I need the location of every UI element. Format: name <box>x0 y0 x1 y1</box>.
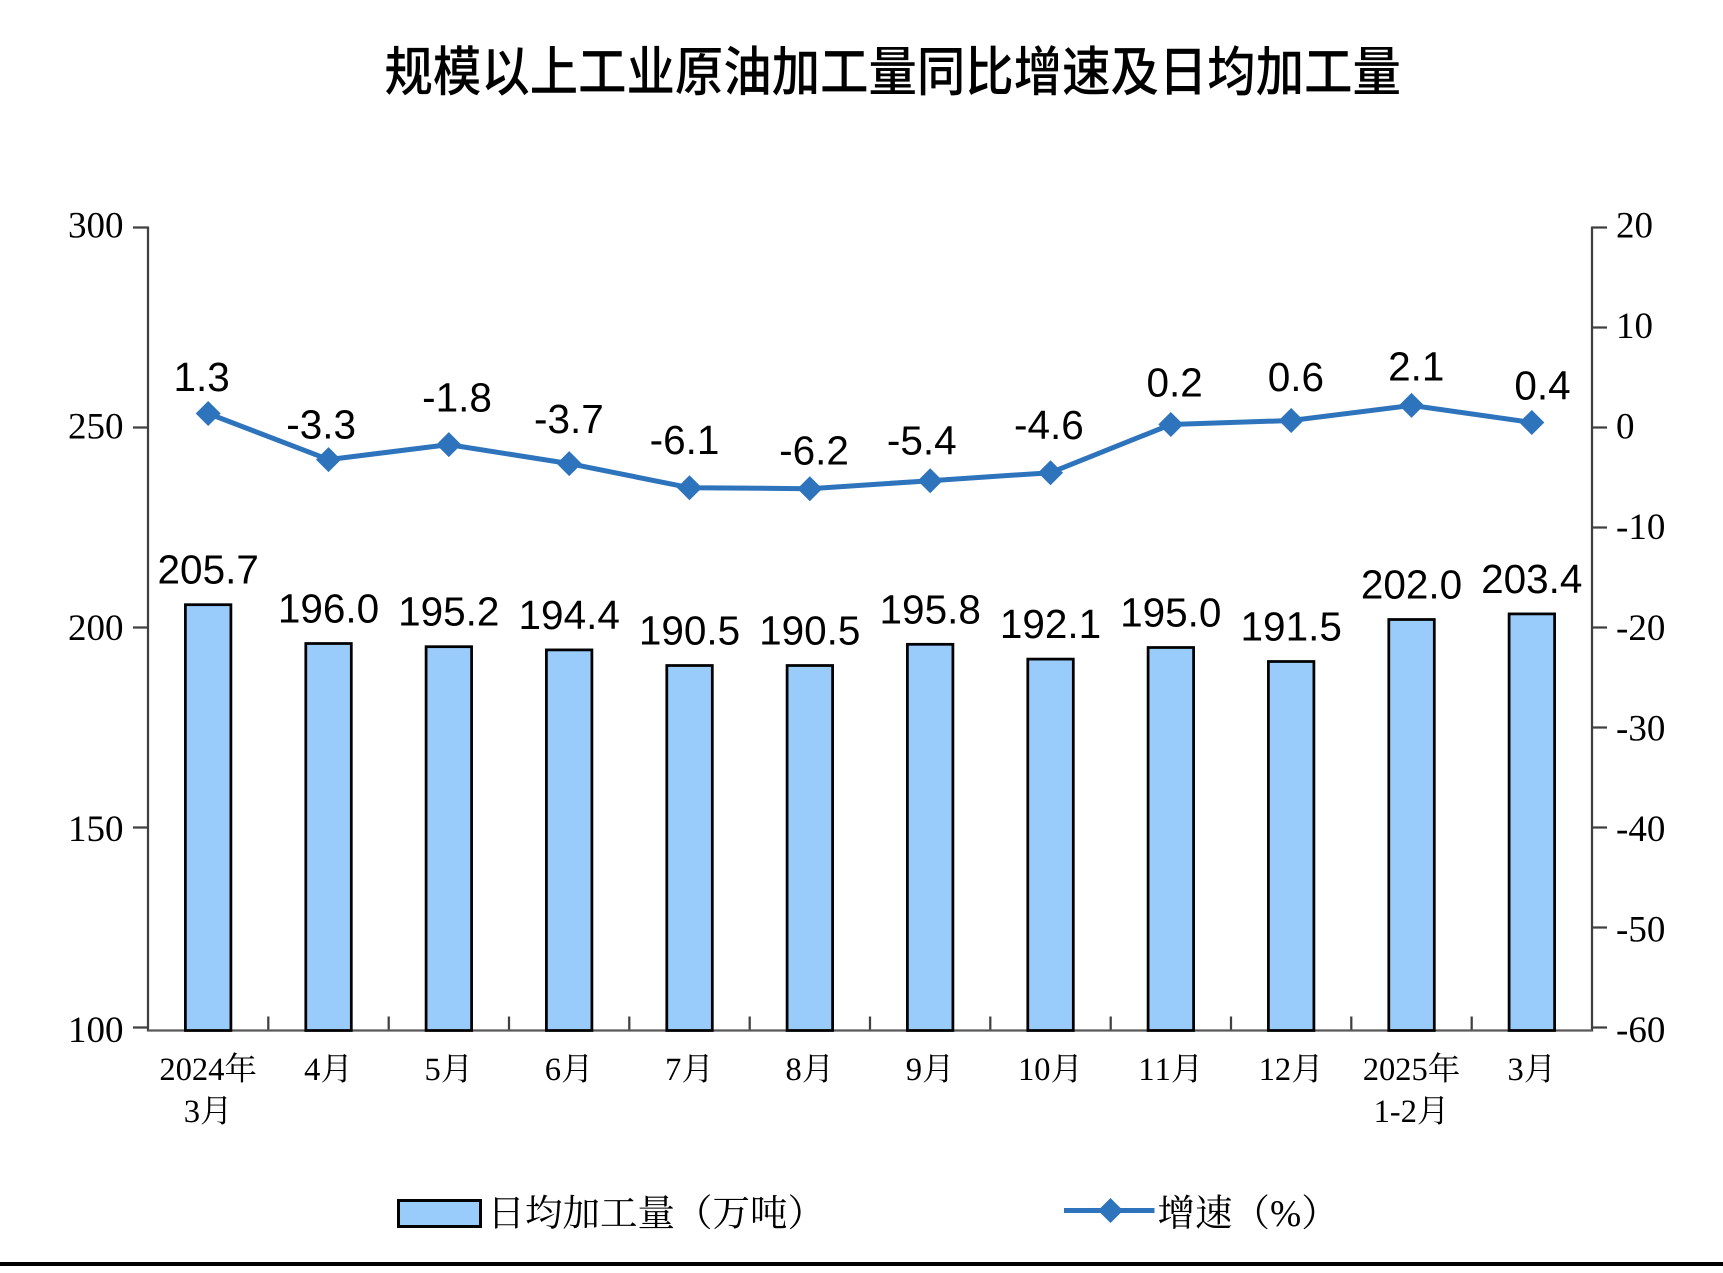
svg-text:100: 100 <box>68 1010 124 1051</box>
svg-text:300: 300 <box>68 206 124 247</box>
svg-text:-30: -30 <box>1616 708 1665 749</box>
svg-text:-40: -40 <box>1616 809 1665 850</box>
svg-text:250: 250 <box>68 407 124 448</box>
svg-text:200: 200 <box>68 608 124 649</box>
svg-text:-6.1: -6.1 <box>650 417 720 463</box>
svg-text:-20: -20 <box>1616 608 1665 649</box>
svg-text:196.0: 196.0 <box>278 586 379 632</box>
svg-text:205.7: 205.7 <box>158 547 259 593</box>
svg-text:195.0: 195.0 <box>1120 590 1221 636</box>
svg-text:190.5: 190.5 <box>759 608 860 654</box>
svg-text:202.0: 202.0 <box>1361 562 1462 608</box>
svg-text:190.5: 190.5 <box>639 608 740 654</box>
svg-text:0.4: 0.4 <box>1514 363 1570 409</box>
svg-text:194.4: 194.4 <box>519 592 620 638</box>
svg-text:-6.2: -6.2 <box>779 427 849 473</box>
svg-text:-3.7: -3.7 <box>534 396 604 442</box>
svg-text:20: 20 <box>1616 206 1653 247</box>
svg-text:-50: -50 <box>1616 909 1665 950</box>
svg-text:-60: -60 <box>1616 1010 1665 1051</box>
svg-text:0: 0 <box>1616 407 1635 448</box>
svg-text:-10: -10 <box>1616 507 1665 548</box>
svg-text:203.4: 203.4 <box>1481 556 1582 602</box>
svg-text:191.5: 191.5 <box>1241 604 1342 650</box>
svg-text:-1.8: -1.8 <box>422 374 492 420</box>
svg-text:-3.3: -3.3 <box>286 402 356 448</box>
svg-text:10: 10 <box>1616 306 1653 347</box>
svg-text:0.6: 0.6 <box>1268 354 1324 400</box>
svg-text:150: 150 <box>68 809 124 850</box>
svg-text:0.2: 0.2 <box>1147 360 1203 406</box>
svg-text:195.2: 195.2 <box>398 589 499 635</box>
svg-text:192.1: 192.1 <box>1000 601 1101 647</box>
svg-text:1.3: 1.3 <box>174 354 230 400</box>
svg-text:195.8: 195.8 <box>880 586 981 632</box>
svg-text:2.1: 2.1 <box>1388 344 1444 390</box>
svg-text:-4.6: -4.6 <box>1014 402 1084 448</box>
svg-text:-5.4: -5.4 <box>887 417 957 463</box>
